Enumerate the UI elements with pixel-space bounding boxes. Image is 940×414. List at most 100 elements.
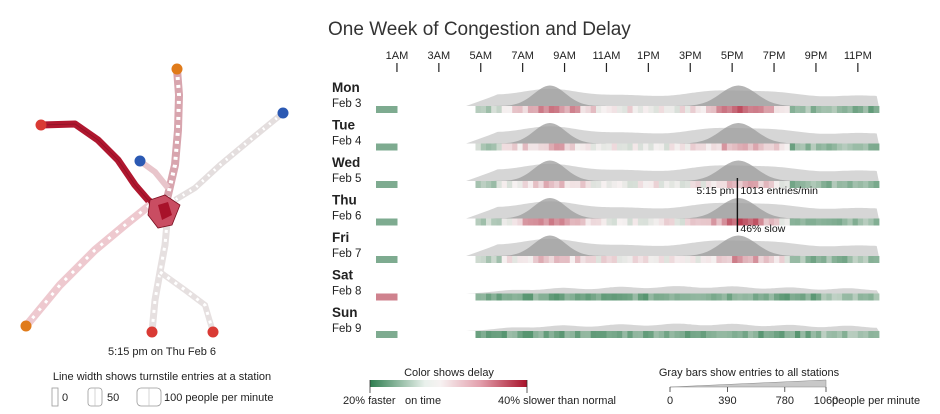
gray-legend-ticks: 0 390 780 1060 — [667, 387, 838, 407]
day-name: Fri — [332, 230, 349, 245]
delay-cell — [491, 181, 497, 188]
delay-cell — [763, 256, 770, 263]
delay-cell — [637, 106, 644, 113]
delay-cell — [685, 256, 691, 263]
delay-cell — [826, 181, 833, 188]
delay-cell — [747, 143, 754, 151]
delay-cell — [648, 143, 655, 151]
delay-cell — [857, 143, 864, 151]
delay-cell — [554, 256, 560, 263]
gray-tick-label: 390 — [718, 395, 736, 407]
map-caption: 5:15 pm on Thu Feb 6 — [108, 346, 216, 358]
delay-cell — [700, 331, 707, 338]
delay-cell — [842, 331, 848, 338]
day-date: Feb 3 — [332, 98, 361, 110]
delay-cell — [632, 106, 639, 113]
delay-cell — [381, 106, 387, 113]
delay-cell — [522, 331, 529, 338]
delay-cell — [517, 293, 524, 301]
delay-cell — [512, 293, 518, 301]
delay-cell — [789, 331, 796, 338]
delay-cell — [664, 181, 670, 188]
delay-cell — [816, 256, 822, 263]
delay-cell — [690, 331, 697, 338]
delay-cell — [533, 256, 539, 263]
delay-cell — [554, 106, 560, 113]
line-width-50: 50 — [107, 392, 119, 404]
delay-cell — [496, 293, 503, 301]
delay-cell — [774, 181, 780, 188]
delay-cell — [857, 293, 864, 301]
delay-cell — [569, 218, 576, 226]
delay-cell — [753, 293, 759, 301]
terminal-west-red — [35, 119, 47, 131]
delay-cell — [758, 106, 765, 113]
delay-cell — [386, 218, 393, 226]
delay-cell — [726, 143, 733, 151]
annotation-entries: 1013 entries/min — [740, 185, 818, 197]
delay-cell — [496, 218, 503, 226]
delay-cell — [863, 143, 869, 151]
day-date: Feb 4 — [332, 136, 362, 148]
delay-cell — [795, 106, 801, 113]
delay-cell — [726, 256, 733, 263]
delay-cell — [805, 218, 812, 226]
delay-cell — [596, 293, 602, 301]
delay-cell — [768, 256, 775, 263]
delay-cell — [475, 331, 482, 338]
delay-cell — [700, 143, 707, 151]
delay-cell — [575, 293, 581, 301]
terminal-north-orange — [171, 63, 183, 75]
delay-cell — [726, 293, 733, 301]
delay-cell — [795, 181, 801, 188]
day-row-fri: Fri Feb 7 — [332, 230, 880, 263]
delay-cell — [596, 106, 602, 113]
delay-cell — [795, 331, 801, 338]
terminal-inner-blue — [134, 155, 146, 167]
delay-cell — [852, 106, 859, 113]
delay-cell — [559, 181, 566, 188]
delay-cell — [737, 143, 744, 151]
delay-cell — [522, 181, 529, 188]
delay-cell — [768, 181, 775, 188]
delay-cell — [627, 143, 634, 151]
delay-cell — [569, 143, 576, 151]
delay-cell — [784, 293, 791, 301]
delay-cell — [711, 106, 717, 113]
delay-cell — [643, 256, 649, 263]
delay-cell — [774, 331, 780, 338]
delay-cell — [816, 106, 822, 113]
delay-cell — [596, 331, 602, 338]
delay-cell — [658, 293, 665, 301]
delay-cell — [611, 181, 618, 188]
delay-cell — [732, 256, 738, 263]
delay-cell — [674, 256, 681, 263]
delay-cell — [501, 256, 508, 263]
delay-cell — [669, 106, 676, 113]
delay-cell — [580, 181, 587, 188]
delay-cell — [391, 143, 398, 151]
delay-cell — [627, 181, 634, 188]
delay-cell — [611, 256, 618, 263]
delay-cell — [386, 106, 393, 113]
delay-cell — [795, 256, 801, 263]
delay-cell — [706, 106, 712, 113]
delay-cell — [386, 293, 393, 301]
delay-cell — [868, 143, 875, 151]
day-name: Mon — [332, 80, 360, 95]
delay-cell — [601, 143, 607, 151]
delay-cell — [522, 143, 529, 151]
delay-cell — [868, 106, 875, 113]
delay-cell — [873, 181, 880, 188]
delay-cell — [732, 181, 738, 188]
delay-cell — [543, 181, 550, 188]
delay-cell — [847, 181, 854, 188]
delay-cell — [836, 181, 843, 188]
delay-cell — [538, 256, 545, 263]
delay-cell — [627, 331, 634, 338]
delay-cell — [585, 256, 592, 263]
delay-cell — [763, 143, 770, 151]
delay-cell — [391, 181, 398, 188]
delay-cell — [831, 256, 838, 263]
delay-cell — [716, 181, 723, 188]
